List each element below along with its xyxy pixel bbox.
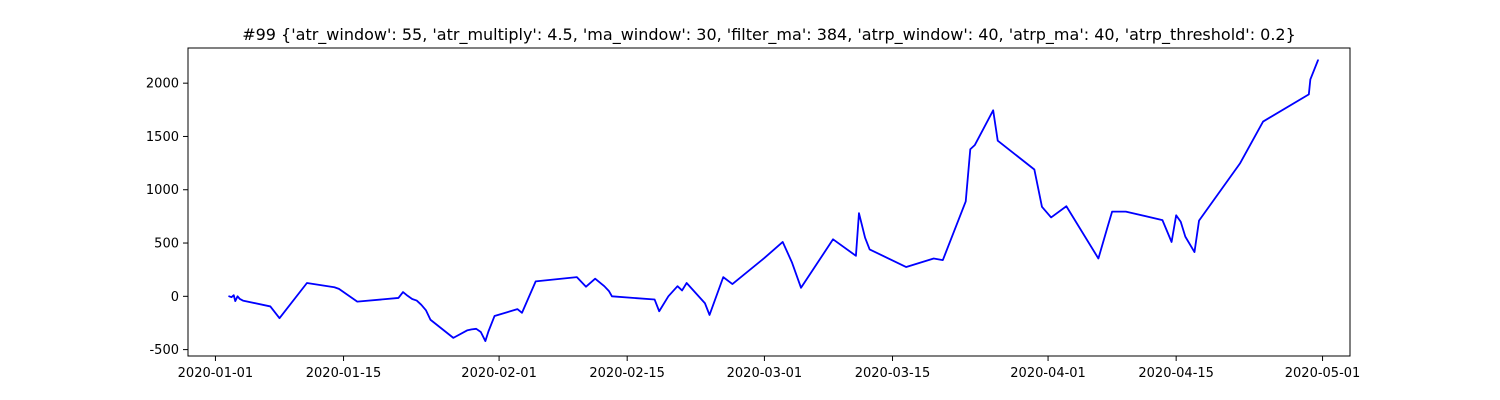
series-layer: [228, 59, 1319, 342]
plot-area-frame: [187, 47, 1351, 357]
x-tick-label: 2020-05-01: [1285, 366, 1361, 381]
y-tick-label: 1500: [146, 130, 179, 145]
chart-title: #99 {'atr_window': 55, 'atr_multiply': 4…: [242, 25, 1296, 45]
x-tick-label: 2020-01-01: [178, 366, 254, 381]
x-tick-label: 2020-03-01: [727, 366, 803, 381]
x-tick-label: 2020-03-15: [855, 366, 931, 381]
y-tick-label: 500: [154, 237, 179, 252]
y-axis: -500 0 500 1000 1500 2000: [146, 77, 188, 358]
x-axis: 2020-01-01 2020-01-15 2020-02-01 2020-02-15…: [178, 356, 1361, 381]
x-tick-label: 2020-02-01: [461, 366, 537, 381]
x-tick-label: 2020-02-15: [589, 366, 665, 381]
x-tick-label: 2020-04-01: [1010, 366, 1086, 381]
y-tick-label: -500: [149, 343, 179, 358]
y-tick-label: 2000: [146, 77, 179, 92]
series-line-0: [228, 59, 1319, 342]
x-tick-label: 2020-04-15: [1138, 366, 1214, 381]
y-tick-label: 1000: [146, 183, 179, 198]
y-tick-label: 0: [171, 290, 179, 305]
x-tick-label: 2020-01-15: [306, 366, 382, 381]
